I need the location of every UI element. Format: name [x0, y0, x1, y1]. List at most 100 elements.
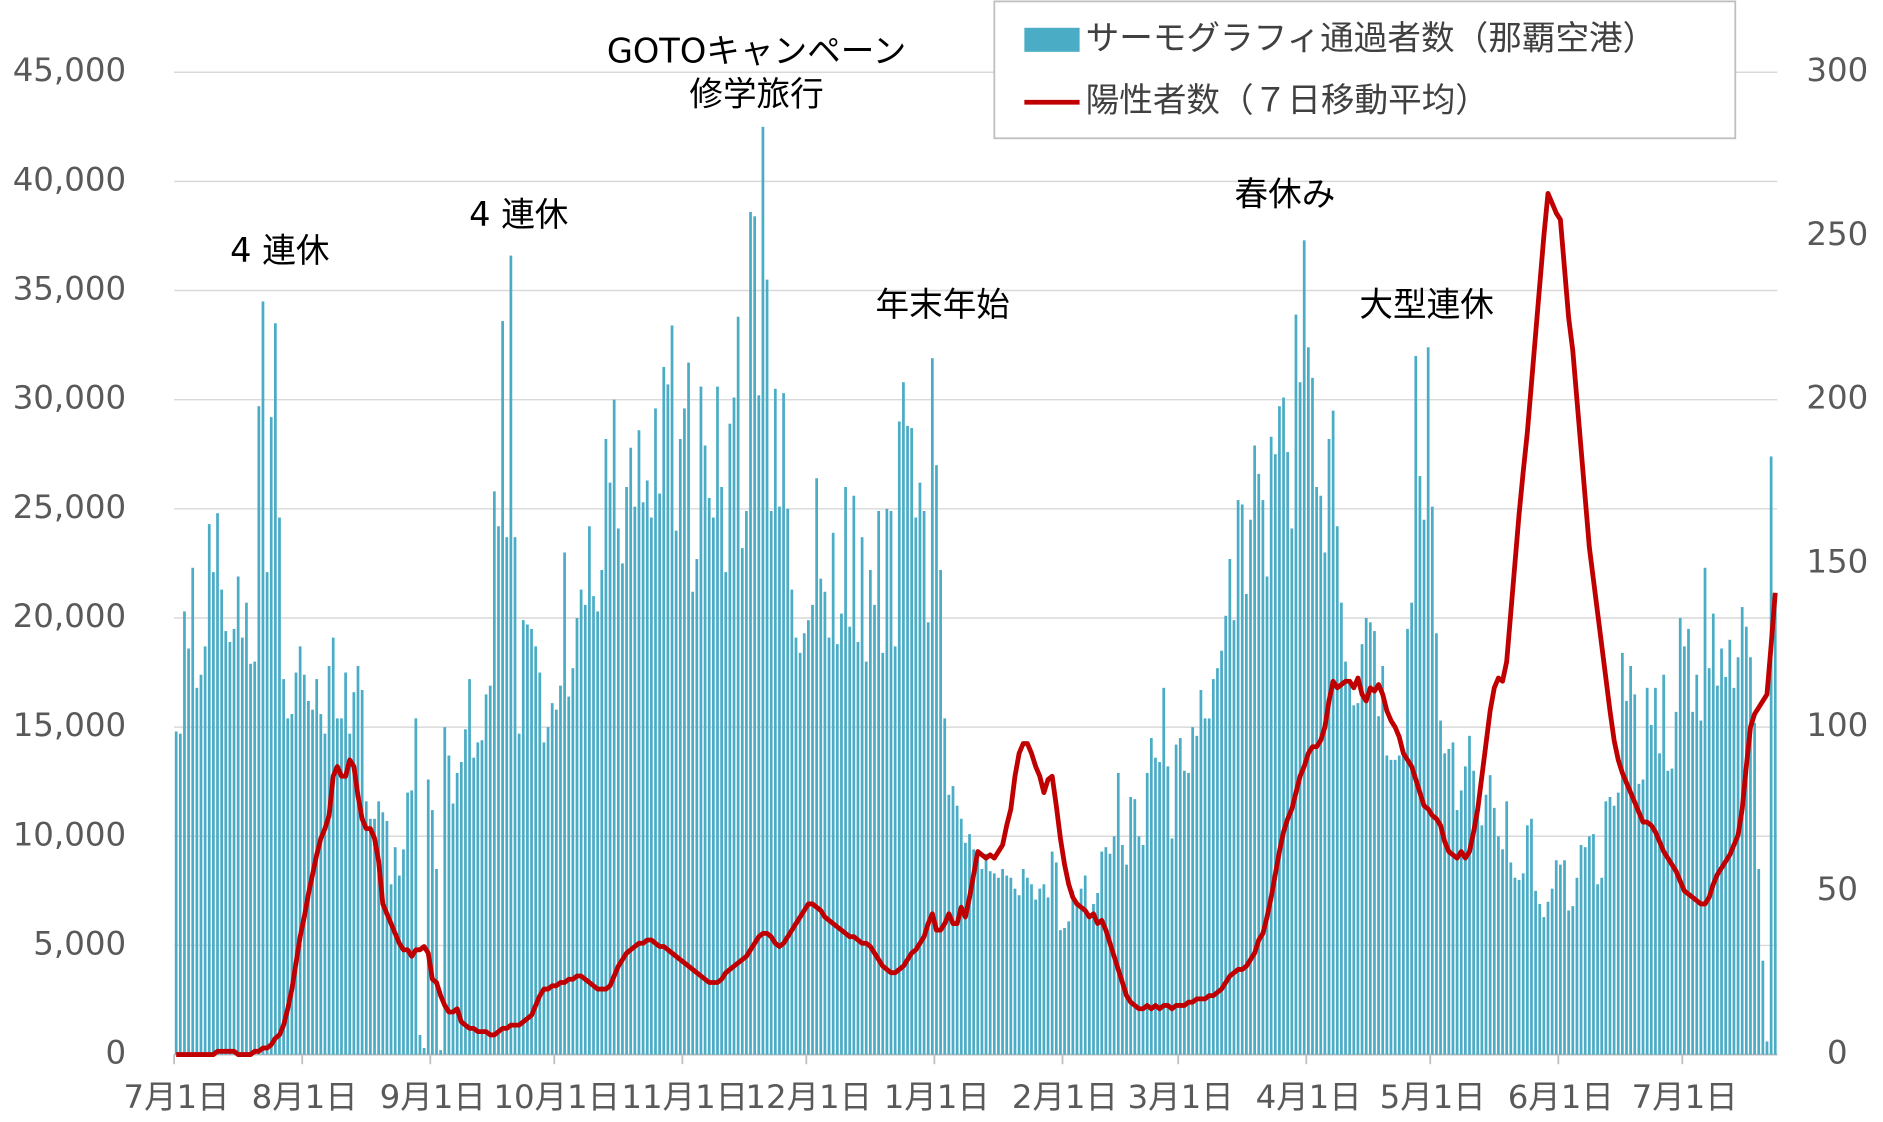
bar: [802, 633, 806, 1055]
bar: [563, 552, 566, 1055]
bar: [968, 834, 971, 1055]
bar: [1691, 711, 1694, 1055]
bar: [1720, 648, 1723, 1055]
bar: [435, 869, 438, 1055]
bar: [864, 661, 868, 1055]
bar: [1352, 705, 1356, 1055]
bar: [1315, 486, 1318, 1055]
bar: [1034, 899, 1038, 1055]
x-tick-label: 11月1日: [621, 1078, 748, 1116]
annotation: GOTOキャンペーン: [607, 32, 906, 71]
bar: [1063, 927, 1066, 1055]
bar: [885, 508, 889, 1055]
bar: [1282, 397, 1285, 1055]
bar: [1645, 687, 1649, 1055]
x-tick-label: 1月1日: [884, 1078, 990, 1116]
bar: [1042, 884, 1046, 1055]
bar: [1468, 735, 1471, 1055]
bar: [1600, 877, 1604, 1055]
bar: [914, 517, 918, 1055]
bar: [257, 406, 261, 1055]
bar: [1649, 724, 1653, 1055]
bar: [1021, 869, 1025, 1055]
bar: [1236, 500, 1240, 1055]
bar: [472, 757, 476, 1055]
bar: [269, 417, 273, 1055]
bar: [1587, 836, 1591, 1055]
bar: [1116, 772, 1120, 1055]
bar: [464, 729, 467, 1055]
annotation: 4 連休: [230, 231, 329, 270]
bar: [1319, 495, 1323, 1055]
bar: [1414, 356, 1418, 1055]
bar: [385, 820, 389, 1055]
bar: [583, 604, 587, 1055]
bar: [1170, 838, 1174, 1055]
bar: [315, 679, 319, 1055]
bar: [596, 611, 600, 1055]
bar: [1385, 755, 1389, 1055]
bar: [678, 438, 682, 1055]
bar: [1711, 613, 1715, 1055]
bar: [1757, 869, 1761, 1055]
bar: [1703, 567, 1707, 1055]
bar: [327, 666, 331, 1055]
bar: [468, 679, 471, 1055]
bar: [1443, 753, 1447, 1055]
bar: [228, 641, 232, 1055]
bar: [897, 421, 901, 1055]
bar: [1505, 801, 1509, 1055]
bar: [1187, 772, 1190, 1055]
bar: [1253, 445, 1256, 1055]
bar: [1654, 687, 1657, 1055]
bar: [1149, 738, 1153, 1055]
bar: [216, 513, 219, 1055]
bar: [1207, 718, 1211, 1055]
bar: [1699, 720, 1703, 1055]
bar: [840, 613, 843, 1055]
y2-tick-label: 150: [1806, 542, 1868, 580]
bar: [261, 301, 265, 1055]
bar: [1410, 602, 1414, 1055]
bar: [815, 478, 819, 1055]
bar: [1542, 917, 1546, 1055]
y-tick-label: 35,000: [13, 270, 126, 308]
bar: [695, 559, 699, 1055]
bar: [658, 493, 661, 1055]
bar: [1554, 860, 1558, 1055]
bar: [988, 871, 992, 1055]
bar: [711, 517, 715, 1055]
bar: [893, 646, 897, 1055]
y2-tick-label: 100: [1806, 706, 1868, 744]
bar: [377, 801, 381, 1055]
bar: [1311, 377, 1314, 1055]
bar: [1273, 454, 1277, 1055]
bar: [1335, 526, 1339, 1055]
bar: [1674, 711, 1678, 1055]
bar: [253, 661, 257, 1055]
bar: [1604, 801, 1608, 1055]
bar: [410, 790, 414, 1055]
bar: [654, 408, 657, 1055]
bar: [1129, 796, 1133, 1055]
bar: [873, 604, 876, 1055]
bar: [811, 604, 814, 1055]
bar: [1199, 690, 1203, 1055]
bar: [1517, 879, 1521, 1055]
bar: [1125, 864, 1128, 1055]
bar: [1381, 666, 1385, 1055]
bar: [1406, 628, 1409, 1055]
bar: [443, 727, 447, 1055]
bar: [567, 696, 571, 1055]
legend-swatch: [1024, 27, 1080, 52]
bar: [831, 532, 835, 1055]
bar: [868, 569, 872, 1055]
bar: [290, 714, 294, 1055]
bar: [389, 884, 393, 1055]
bar: [902, 382, 905, 1055]
bar: [1534, 890, 1537, 1055]
bar: [381, 812, 385, 1055]
bar: [1092, 903, 1095, 1055]
x-tick-label: 6月1日: [1508, 1078, 1614, 1116]
bar: [1625, 700, 1628, 1055]
